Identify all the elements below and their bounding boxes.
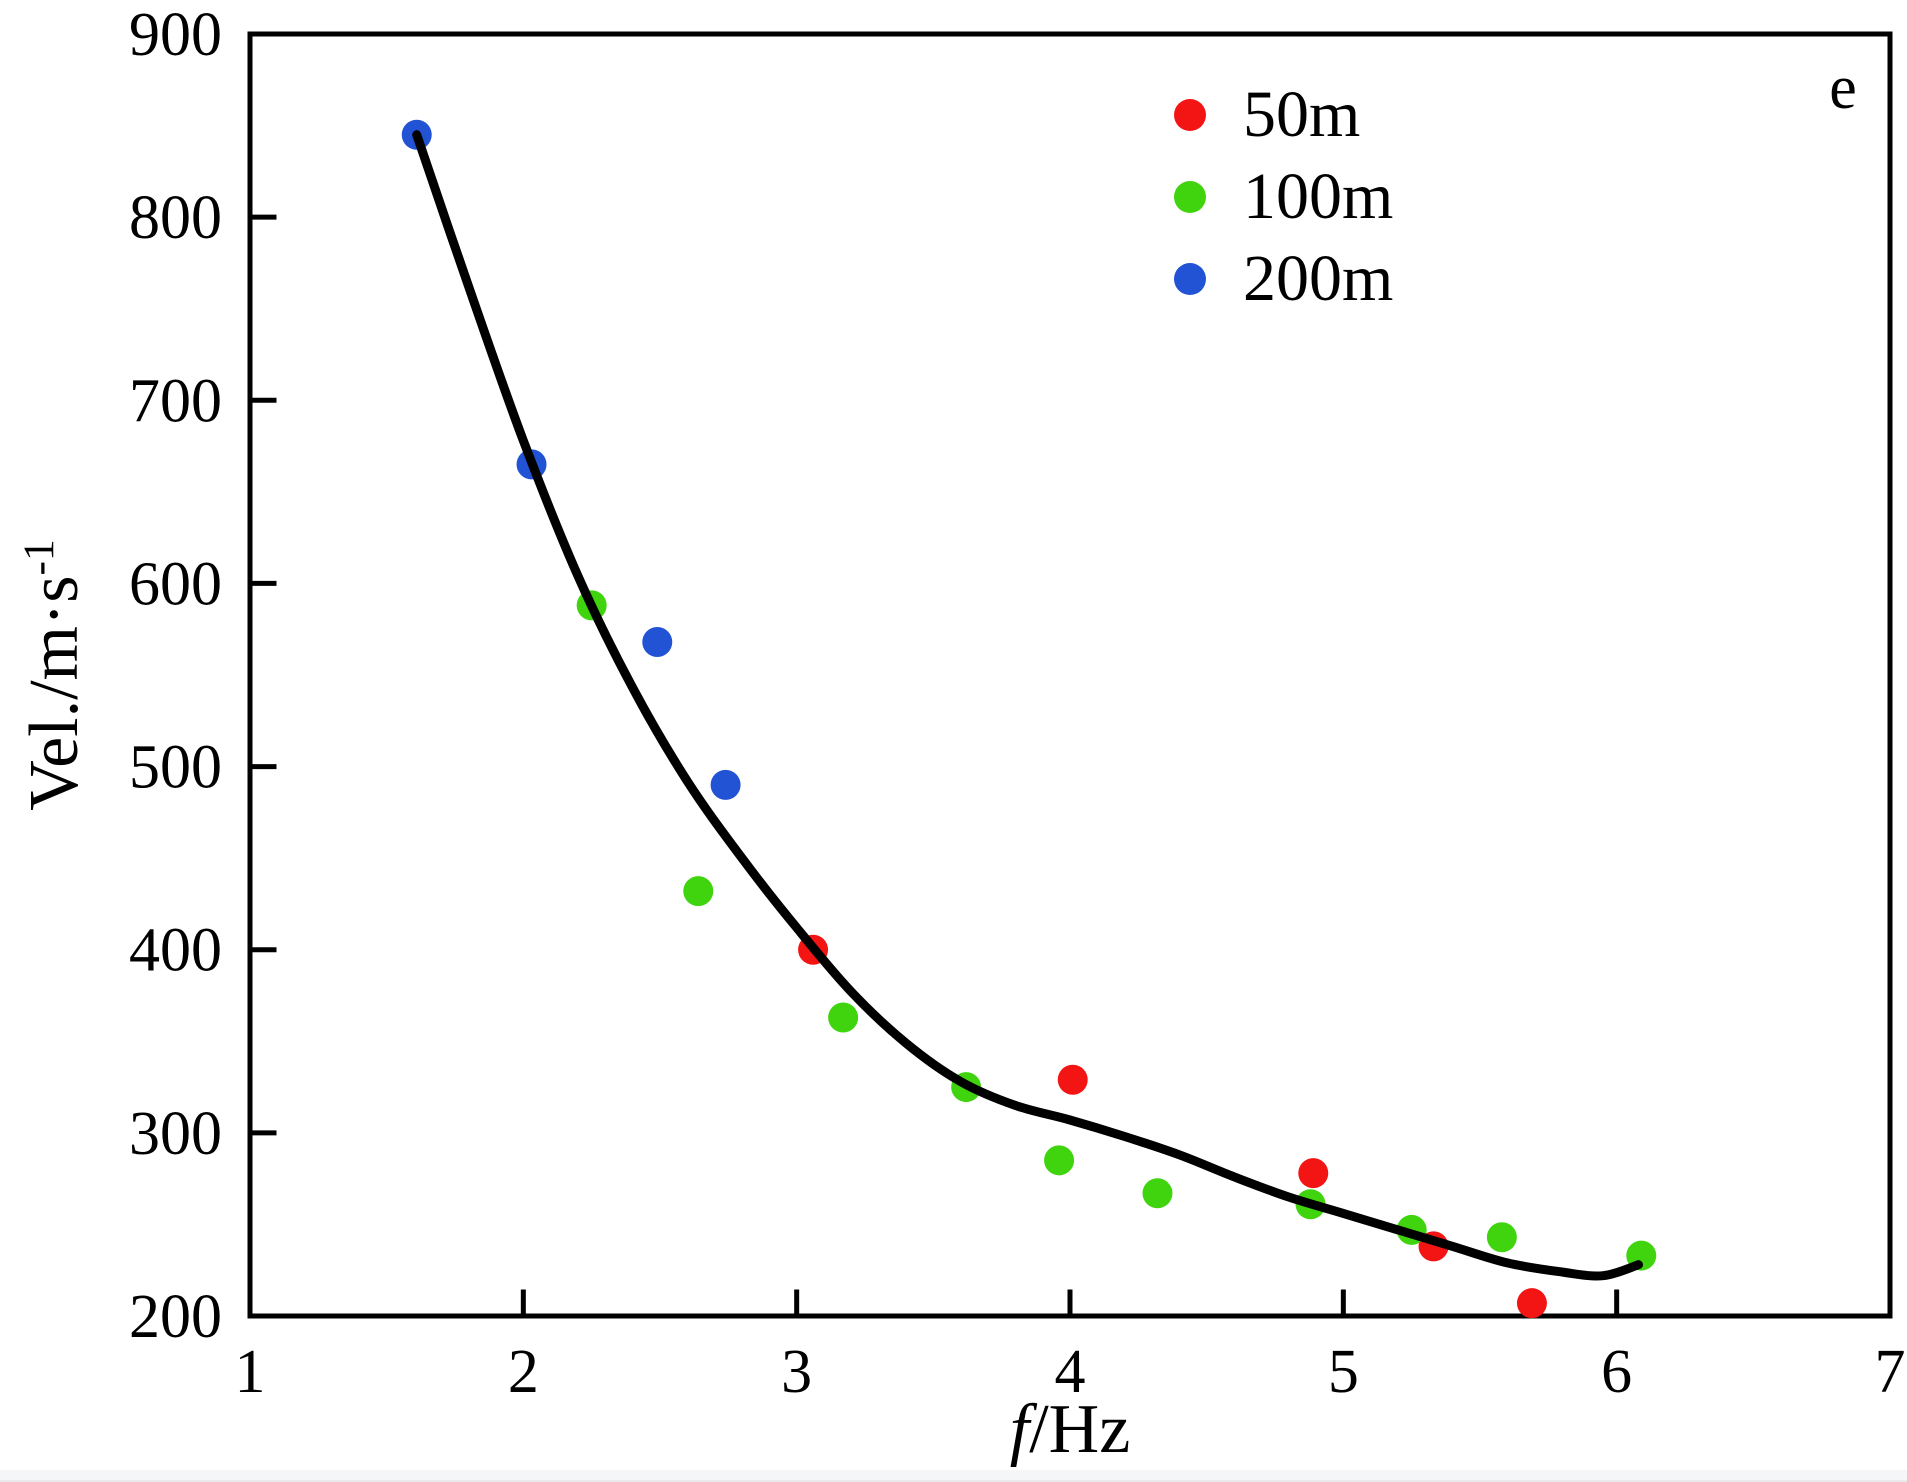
point-100m bbox=[1142, 1178, 1173, 1209]
legend-label-50m: 50m bbox=[1243, 77, 1361, 151]
x-tick-label: 5 bbox=[1328, 1338, 1359, 1406]
axis-tick-labels: 1 2 3 4 5 6 7 200 300 400 500 600 700 800 900 bbox=[129, 1, 1906, 1406]
legend-marker-200m bbox=[1174, 262, 1206, 295]
legend-item-50m: 50m bbox=[1174, 77, 1393, 151]
y-tick-label: 400 bbox=[129, 917, 222, 985]
fit-curve-path bbox=[412, 130, 1643, 1281]
legend-marker-50m bbox=[1174, 98, 1206, 131]
y-tick-label: 200 bbox=[129, 1283, 222, 1351]
point-200m bbox=[642, 627, 673, 658]
legend: 50m 100m 200m bbox=[1174, 77, 1394, 315]
point-100m bbox=[828, 1002, 859, 1033]
y-tick-label: 700 bbox=[129, 367, 222, 435]
legend-label-200m: 200m bbox=[1243, 241, 1394, 315]
y-tick-label: 900 bbox=[129, 1, 222, 69]
plot-frame bbox=[247, 31, 1893, 1319]
x-tick-label: 4 bbox=[1055, 1338, 1086, 1406]
y-tick-label: 300 bbox=[129, 1100, 222, 1168]
x-tick-label: 7 bbox=[1875, 1338, 1906, 1406]
fit-curve bbox=[412, 130, 1643, 1281]
bottom-edge-strip bbox=[0, 1470, 1907, 1482]
y-tick-label: 800 bbox=[129, 184, 222, 252]
point-100m bbox=[1044, 1145, 1075, 1176]
x-tick-label: 3 bbox=[781, 1338, 812, 1406]
y-tick-label: 600 bbox=[129, 550, 222, 618]
axis-ticks bbox=[247, 31, 1893, 1319]
legend-item-200m: 200m bbox=[1174, 241, 1394, 315]
point-50m bbox=[1516, 1288, 1547, 1319]
legend-item-100m: 100m bbox=[1174, 159, 1394, 233]
x-tick-label: 1 bbox=[235, 1338, 266, 1406]
legend-label-100m: 100m bbox=[1243, 159, 1394, 233]
point-200m bbox=[710, 769, 741, 800]
x-tick-label: 2 bbox=[508, 1338, 539, 1406]
x-tick-label: 6 bbox=[1601, 1338, 1632, 1406]
legend-marker-100m bbox=[1174, 180, 1206, 213]
plot-border bbox=[247, 31, 1893, 1319]
data-points bbox=[401, 119, 1657, 1319]
point-100m bbox=[683, 876, 714, 907]
point-50m bbox=[1298, 1158, 1329, 1189]
point-50m bbox=[1057, 1064, 1088, 1095]
point-100m bbox=[1486, 1222, 1517, 1253]
y-tick-label: 500 bbox=[129, 734, 222, 802]
